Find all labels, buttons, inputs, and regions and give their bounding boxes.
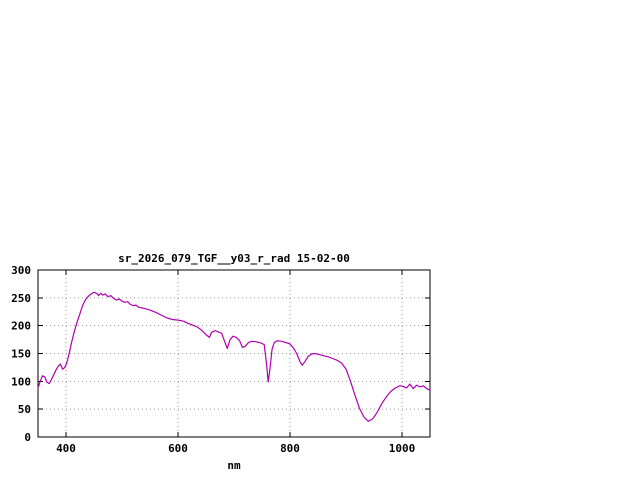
y-tick-label: 50 bbox=[18, 403, 31, 416]
x-tick-label: 400 bbox=[56, 442, 76, 455]
y-tick-label: 300 bbox=[11, 264, 31, 277]
y-tick-label: 250 bbox=[11, 292, 31, 305]
y-tick-label: 150 bbox=[11, 348, 31, 361]
y-tick-label: 200 bbox=[11, 320, 31, 333]
chart-title: sr_2026_079_TGF__y03_r_rad 15-02-00 bbox=[118, 252, 350, 265]
y-tick-label: 0 bbox=[24, 431, 31, 444]
series-line bbox=[37, 291, 431, 422]
x-tick-label: 1000 bbox=[389, 442, 416, 455]
x-tick-label: 600 bbox=[168, 442, 188, 455]
y-tick-label: 100 bbox=[11, 375, 31, 388]
x-tick-label: 800 bbox=[280, 442, 300, 455]
x-axis-label: nm bbox=[227, 459, 241, 472]
